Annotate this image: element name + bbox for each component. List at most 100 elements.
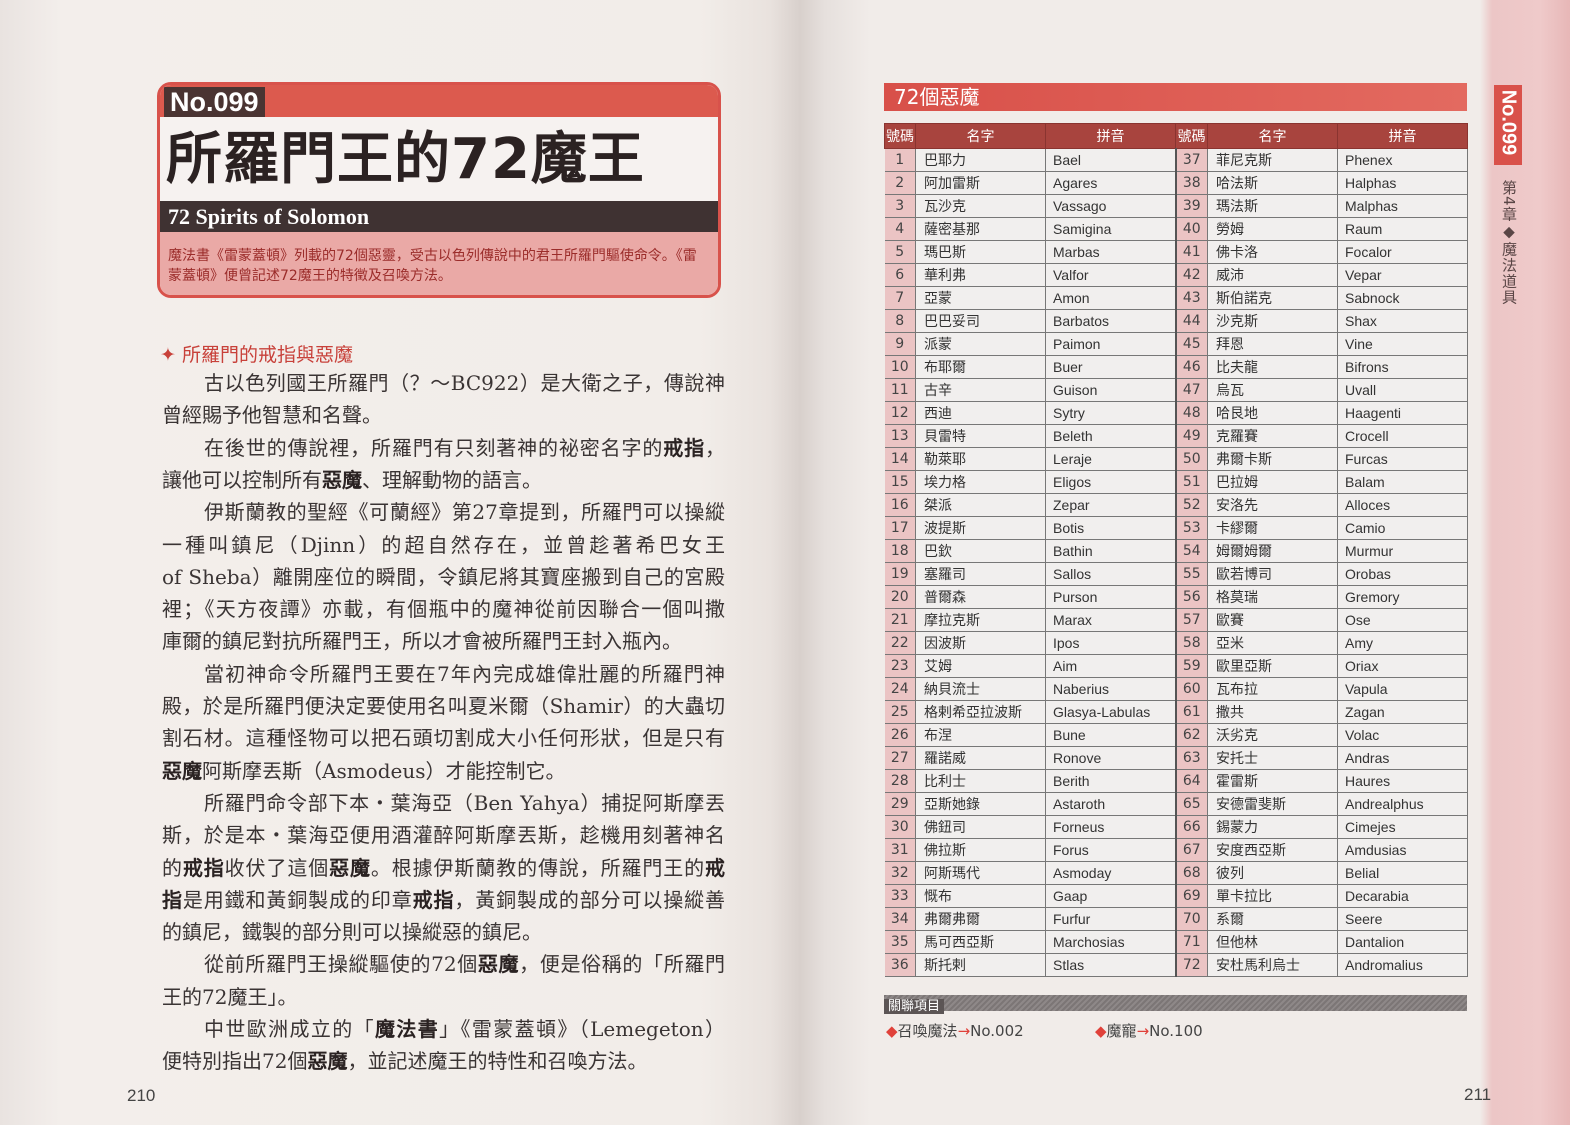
demon-pinyin: Purson [1045,585,1177,609]
table-row: 10 布耶爾 Buer 46 比夫龍 Bifrons [884,355,1468,379]
related-link-familiar[interactable]: ◆魔寵→No.100 [1095,1020,1203,1041]
body-line: 的戒指收伏了這個惡魔。根據伊斯蘭教的傳說，所羅門王的戒 [162,852,725,884]
text-run: ，便是俗稱的「所羅門 [519,952,725,977]
table-row: 2 阿加雷斯 Agares 38 哈法斯 Halphas [884,171,1468,195]
table-row: 36 斯托剌 Stlas 72 安杜馬利烏士 Andromalius [884,953,1468,977]
demon-pinyin: Astaroth [1045,792,1177,816]
text-run: of Sheba）離開座位的瞬間，令鎮尼將其寶座搬到自己的宮殿 [162,564,725,589]
demon-pinyin: Shax [1337,309,1468,333]
demon-number: 39 [1175,194,1208,218]
related-link-summoning[interactable]: ◆召喚魔法→No.002 [886,1020,1024,1041]
demon-number: 34 [884,907,916,931]
related-item-name: 召喚魔法 [897,1022,958,1040]
bold-term: 戒指 [663,435,705,460]
table-row: 34 弗爾弗爾 Furfur 70 系爾 Seere [884,907,1468,931]
text-run: 讓他可以控制所有 [162,467,322,492]
demon-number: 38 [1175,171,1208,195]
text-run: 裡；《天方夜譚》亦載，有個瓶中的魔神從前因聯合一個叫撒 [162,597,725,622]
demon-number: 36 [884,953,916,977]
table-row: 35 馬可西亞斯 Marchosias 71 但他林 Dantalion [884,930,1468,954]
demon-pinyin: Bathin [1045,539,1177,563]
article-header-box: No.099 所羅門王的72魔王 72 Spirits of Solomon 魔… [157,82,721,298]
demon-number: 60 [1175,677,1208,701]
demon-number: 11 [884,378,916,402]
demon-name: 亞斯她錄 [915,792,1046,816]
text-run: 」《雷蒙蓋頓》（Lemegeton） [439,1017,725,1041]
demon-name: 瑪巴斯 [915,240,1046,264]
demon-pinyin: Glasya-Labulas [1045,700,1177,724]
demon-name: 勞姆 [1207,217,1338,241]
demon-number: 70 [1175,907,1208,931]
demon-name: 巴欽 [915,539,1046,563]
demon-name: 克羅賽 [1207,424,1338,448]
table-row: 16 桀派 Zepar 52 安洛先 Alloces [884,493,1468,517]
table-row: 22 因波斯 Ipos 58 亞米 Amy [884,631,1468,655]
demon-name: 瓦布拉 [1207,677,1338,701]
demon-pinyin: Bune [1045,723,1177,747]
demon-name: 艾姆 [915,654,1046,678]
demon-pinyin: Oriax [1337,654,1468,678]
body-line: 王的72魔王」。 [162,981,725,1013]
demon-pinyin: Amy [1337,631,1468,655]
bold-term: 惡魔 [162,758,202,783]
demon-name: 瑪法斯 [1207,194,1338,218]
table-row: 24 納貝流士 Naberius 60 瓦布拉 Vapula [884,677,1468,701]
demon-name: 亞蒙 [915,286,1046,310]
demon-name: 安德雷斐斯 [1207,792,1338,816]
demon-name: 佛卡洛 [1207,240,1338,264]
demon-name: 波提斯 [915,516,1046,540]
body-line: 指是用鐵和黃銅製成的印章戒指，黃銅製成的部分可以操縱善 [162,884,725,916]
body-line: 庫爾的鎮尼對抗所羅門王，所以才會被所羅門王封入瓶內。 [162,625,725,657]
demon-name: 因波斯 [915,631,1046,655]
demon-number: 50 [1175,447,1208,471]
demon-name: 姆爾姆爾 [1207,539,1338,563]
table-row: 17 波提斯 Botis 53 卡繆爾 Camio [884,516,1468,540]
demon-number: 43 [1175,286,1208,310]
demon-pinyin: Furfur [1045,907,1177,931]
body-line: 古以色列國王所羅門（？～BC922）是大衛之子，傳說神 [162,367,725,399]
demon-name: 格莫瑞 [1207,585,1338,609]
demon-number: 33 [884,884,916,908]
demon-name: 亞米 [1207,631,1338,655]
demon-number: 7 [884,286,916,310]
demon-pinyin: Alloces [1337,493,1468,517]
col-header-name: 名字 [915,123,1046,149]
demon-number: 28 [884,769,916,793]
table-row: 31 佛拉斯 Forus 67 安度西亞斯 Amdusias [884,838,1468,862]
demon-name: 阿加雷斯 [915,171,1046,195]
article-subtitle: 72 Spirits of Solomon [160,201,718,232]
body-line: 割石材。這種怪物可以把石頭切割成大小任何形狀，但是只有 [162,722,725,754]
text-run: 庫爾的鎮尼對抗所羅門王，所以才會被所羅門王封入瓶內。 [162,629,682,654]
demon-pinyin: Andromalius [1337,953,1468,977]
demon-pinyin: Asmoday [1045,861,1177,885]
body-line: 一種叫鎮尼（Djinn）的超自然存在，並曾趁著希巴女王（Queen [162,529,725,561]
demon-name: 古辛 [915,378,1046,402]
demon-name: 薩密基那 [915,217,1046,241]
text-run: 殿，於是所羅門便決定要使用名叫夏米爾（Shamir）的大蟲切 [162,694,725,718]
demon-number: 20 [884,585,916,609]
demon-pinyin: Crocell [1337,424,1468,448]
col-header-number: 號碼 [884,123,916,149]
text-run: 便特別指出72個 [162,1049,308,1074]
side-tab: No.099 [1494,85,1522,165]
demon-pinyin: Bael [1045,148,1177,172]
demon-number: 64 [1175,769,1208,793]
demon-pinyin: Zepar [1045,493,1177,517]
demon-number: 21 [884,608,916,632]
demon-number: 48 [1175,401,1208,425]
article-summary: 魔法書《雷蒙蓋頓》列載的72個惡靈，受古以色列傳說中的君王所羅門驅使命令。《雷蒙… [160,232,718,295]
demon-name: 撒共 [1207,700,1338,724]
bold-term: 戒指 [412,887,455,912]
demon-number: 41 [1175,240,1208,264]
col-header-number: 號碼 [1175,123,1208,149]
demon-pinyin: Vepar [1337,263,1468,287]
demon-name: 摩拉克斯 [915,608,1046,632]
demon-pinyin: Seere [1337,907,1468,931]
text-run: ，黃銅製成的部分可以操縱善 [454,887,725,912]
demon-name: 卡繆爾 [1207,516,1338,540]
demon-number: 69 [1175,884,1208,908]
demon-pinyin: Botis [1045,516,1177,540]
body-line: 中世歐洲成立的「魔法書」《雷蒙蓋頓》（Lemegeton） [162,1013,725,1045]
demon-pinyin: Vapula [1337,677,1468,701]
demon-number: 51 [1175,470,1208,494]
